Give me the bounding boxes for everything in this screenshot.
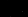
- Text: COMMAND
DECODER: COMMAND DECODER: [0, 0, 23, 17]
- FancyBboxPatch shape: [21, 3, 26, 5]
- Text: CLK: CLK: [0, 0, 17, 4]
- Text: 17: 17: [7, 11, 25, 17]
- FancyBboxPatch shape: [13, 3, 17, 5]
- FancyBboxPatch shape: [2, 7, 6, 9]
- FancyBboxPatch shape: [7, 3, 12, 6]
- FancyBboxPatch shape: [4, 14, 7, 16]
- Text: COLUMN-
DECODER
CONTROLLER: COLUMN- DECODER CONTROLLER: [0, 0, 28, 17]
- FancyBboxPatch shape: [7, 6, 9, 9]
- Text: DATA
AMPLIFIER: DATA AMPLIFIER: [0, 0, 28, 17]
- FancyBboxPatch shape: [15, 6, 17, 11]
- FancyBboxPatch shape: [18, 6, 20, 11]
- Text: /: /: [0, 0, 5, 7]
- Text: 19: 19: [20, 0, 28, 12]
- Text: COLUMN
ADDRESS
DECODER: COLUMN ADDRESS DECODER: [0, 0, 28, 17]
- FancyBboxPatch shape: [16, 12, 20, 13]
- Text: 21: 21: [0, 16, 13, 17]
- Text: 16: 16: [15, 0, 28, 2]
- Text: IRASB: IRASB: [0, 7, 28, 17]
- Text: I/O BLOCK: I/O BLOCK: [0, 8, 28, 17]
- Text: DQ: DQ: [0, 0, 13, 15]
- Text: WE: WE: [2, 0, 27, 7]
- Text: ROW
ADDRESS
DECODER: ROW ADDRESS DECODER: [0, 0, 28, 17]
- Text: 14: 14: [15, 11, 28, 17]
- Text: ~25: ~25: [26, 0, 28, 7]
- Text: 22: 22: [0, 0, 1, 8]
- Text: SENSE
AMPLIFIER
BLOCK: SENSE AMPLIFIER BLOCK: [0, 0, 28, 17]
- Text: ADD: ADD: [0, 0, 19, 10]
- Text: ICASB: ICASB: [0, 0, 28, 8]
- Text: 24: 24: [11, 0, 28, 5]
- Text: - - - - -: - - - - -: [0, 0, 28, 16]
- Text: 12: 12: [0, 0, 7, 5]
- Text: 23: 23: [8, 0, 25, 5]
- Text: RWBUS: RWBUS: [0, 15, 28, 17]
- Text: MEMORY
CELL
ARRAY: MEMORY CELL ARRAY: [0, 0, 28, 17]
- Text: RAS: RAS: [2, 0, 28, 6]
- Text: 20: 20: [0, 0, 3, 12]
- Text: 13: 13: [2, 0, 19, 9]
- FancyBboxPatch shape: [7, 9, 12, 11]
- FancyBboxPatch shape: [21, 5, 25, 10]
- FancyBboxPatch shape: [4, 11, 8, 13]
- Text: /: /: [0, 0, 5, 8]
- Text: ROW-DECODER
CONTROLLER: ROW-DECODER CONTROLLER: [0, 0, 28, 17]
- Text: 15: 15: [6, 0, 24, 2]
- Text: INTERNAL
CLOCK
GENERATOR: INTERNAL CLOCK GENERATOR: [0, 0, 28, 17]
- FancyBboxPatch shape: [21, 5, 26, 11]
- Text: /: /: [0, 0, 5, 6]
- Text: 11: 11: [1, 0, 18, 2]
- Text: TEST MODE
SELECTION BLOCK: TEST MODE SELECTION BLOCK: [0, 0, 28, 17]
- Text: /: /: [0, 0, 5, 7]
- Text: INTERNAL
ADDRESS
GENERATOR: INTERNAL ADDRESS GENERATOR: [0, 0, 28, 17]
- Text: CS: CS: [2, 0, 23, 8]
- Text: CAS: CAS: [2, 0, 28, 7]
- Text: 18: 18: [10, 11, 28, 17]
